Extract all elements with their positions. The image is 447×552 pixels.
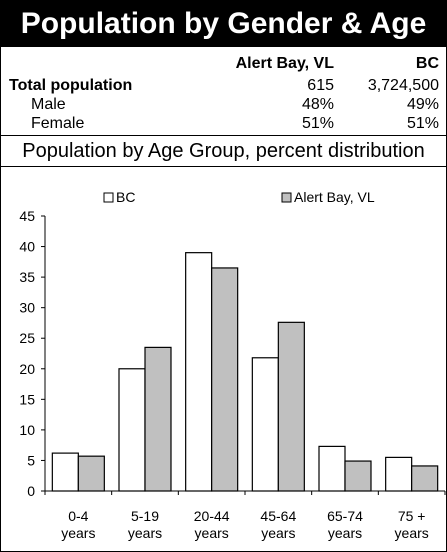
bar-alert-bay <box>411 465 439 492</box>
x-tick-label: 75 + <box>398 508 426 524</box>
bar-alert-bay <box>77 455 105 492</box>
cell-bc: 3,724,500 <box>367 77 439 94</box>
y-tick-label: 10 <box>19 422 35 438</box>
y-tick-label: 20 <box>19 361 35 377</box>
legend-label: Alert Bay, VL <box>294 189 375 205</box>
row-label: Female <box>31 115 85 132</box>
legend-swatch <box>281 192 292 203</box>
cell-bc: 49% <box>406 96 439 113</box>
y-tick-label: 45 <box>19 208 35 224</box>
x-tick-label: years <box>61 525 95 541</box>
bar-bc <box>185 252 213 492</box>
table-row: Male 48% 49% <box>1 95 446 115</box>
table-row: Female 51% 51% <box>1 114 446 134</box>
legend-swatch <box>103 192 114 203</box>
y-tick-label: 30 <box>19 300 35 316</box>
legend-label: BC <box>116 189 135 205</box>
bar-bc <box>385 456 413 492</box>
row-label: Total population <box>9 77 133 94</box>
row-label: Male <box>31 96 66 113</box>
x-tick-label: 45-64 <box>260 508 296 524</box>
table-row: Total population 615 3,724,500 <box>1 76 446 96</box>
y-tick-label: 35 <box>19 269 35 285</box>
population-stats-table: Alert Bay, VL BC Total population 615 3,… <box>1 52 446 136</box>
bar-alert-bay <box>211 267 239 492</box>
bar-bc <box>251 357 279 492</box>
y-tick-label: 0 <box>27 483 35 499</box>
column-header-alert-bay: Alert Bay, VL <box>235 55 334 72</box>
bar-alert-bay <box>277 321 305 492</box>
x-tick-label: years <box>195 525 229 541</box>
age-group-bar-chart: 0510152025303540450-4years5-19years20-44… <box>19 189 446 541</box>
x-tick-label: 65-74 <box>327 508 363 524</box>
page-title: Population by Gender & Age <box>1 1 446 47</box>
bar-bc <box>318 445 346 492</box>
stats-header-row: Alert Bay, VL BC <box>1 54 446 74</box>
x-tick-label: years <box>128 525 162 541</box>
column-header-bc: BC <box>415 55 439 72</box>
chart-title: Population by Age Group, percent distrib… <box>1 135 446 167</box>
cell-alert-bay: 615 <box>307 77 334 94</box>
y-tick-label: 15 <box>19 391 35 407</box>
bar-alert-bay <box>344 460 372 492</box>
x-tick-label: 0-4 <box>68 508 88 524</box>
bar-bc <box>51 452 79 492</box>
cell-bc: 51% <box>406 115 439 132</box>
bar-alert-bay <box>144 346 172 492</box>
y-tick-label: 40 <box>19 239 35 255</box>
x-tick-label: 20-44 <box>194 508 230 524</box>
bar-bc <box>118 368 146 492</box>
x-tick-label: 5-19 <box>131 508 159 524</box>
cell-alert-bay: 51% <box>301 115 334 132</box>
x-tick-label: years <box>328 525 362 541</box>
x-tick-label: years <box>395 525 429 541</box>
y-tick-label: 5 <box>27 452 35 468</box>
x-tick-label: years <box>261 525 295 541</box>
y-tick-label: 25 <box>19 330 35 346</box>
cell-alert-bay: 48% <box>301 96 334 113</box>
